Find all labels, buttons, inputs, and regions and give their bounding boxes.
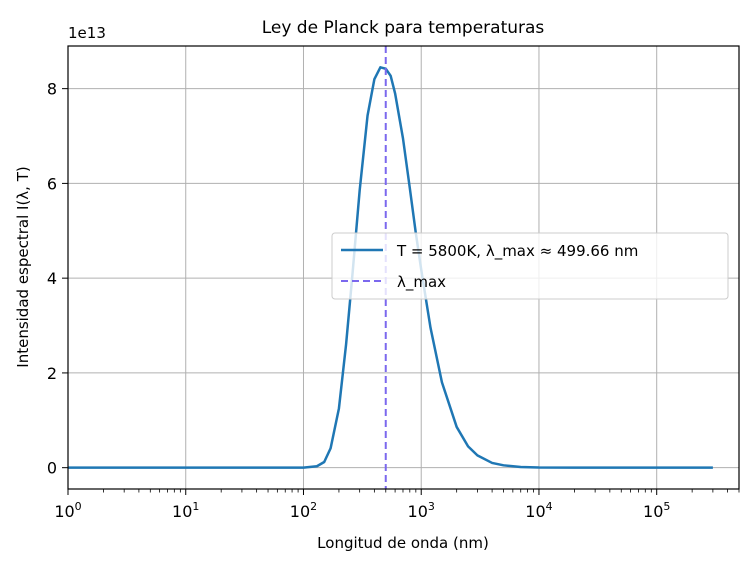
x-tick-label-4: 104	[525, 500, 552, 521]
x-tick-label-2: 102	[290, 500, 317, 521]
tick-layer: 100 101 102 103 104 105 0 2 4 6 8	[47, 80, 740, 521]
axes	[67, 45, 740, 490]
x-tick-label-1: 101	[172, 500, 199, 521]
y-tick-label-0: 0	[47, 459, 57, 478]
y-axis-label: Intensidad espectral I(λ, T)	[14, 166, 32, 367]
y-tick-label-2: 4	[47, 269, 57, 288]
x-tick-label-0: 100	[54, 500, 81, 521]
y-tick-label-1: 2	[47, 364, 57, 383]
x-tick-label-5: 105	[643, 500, 670, 521]
legend-box	[331, 232, 729, 300]
y-offset-label: 1e13	[68, 24, 106, 42]
y-tick-label-3: 6	[47, 174, 57, 193]
y-tick-label-4: 8	[47, 80, 57, 99]
chart-title: Ley de Planck para temperaturas	[262, 18, 545, 38]
legend: T = 5800K, λ_max ≈ 499.66 nm λ_max	[331, 232, 729, 300]
series-line-planck	[68, 66, 713, 469]
legend-label-lambda-max: λ_max	[397, 273, 446, 292]
x-axis-label: Longitud de onda (nm)	[317, 534, 489, 552]
plot-frame	[67, 45, 740, 490]
x-tick-label-3: 103	[408, 500, 435, 521]
legend-label-planck: T = 5800K, λ_max ≈ 499.66 nm	[396, 242, 638, 261]
